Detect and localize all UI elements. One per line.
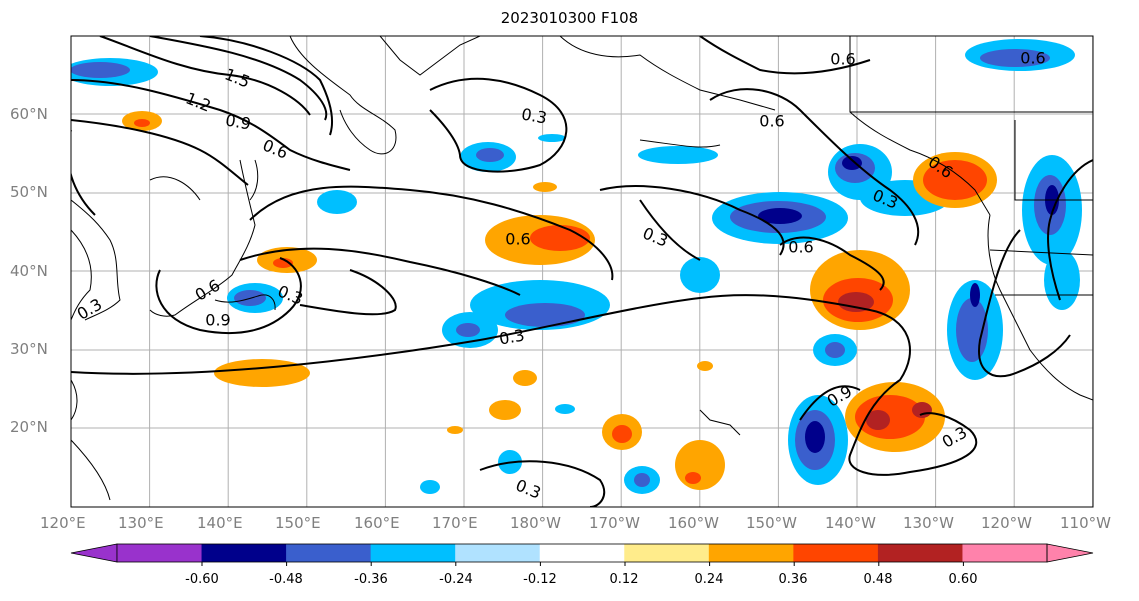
lon-label-160e: 160°E: [354, 514, 400, 532]
colorbar-segment: [962, 544, 1048, 562]
contour-label: 1.5: [222, 64, 253, 91]
lon-label-170w: 170°W: [589, 514, 640, 532]
anomaly-region: [866, 410, 890, 430]
colorbar-segment: [708, 544, 794, 562]
anomaly-region: [805, 421, 825, 453]
anomaly-region: [513, 370, 537, 386]
lat-label-20n: 20°N: [10, 418, 48, 436]
lon-label-120w: 120°W: [981, 514, 1032, 532]
anomaly-region: [634, 473, 650, 487]
lat-label-40n: 40°N: [10, 262, 48, 280]
colorbar-segment: [455, 544, 541, 562]
anomaly-region: [505, 303, 585, 327]
colorbar-tick-label: 0.36: [778, 572, 808, 587]
colorbar-segment: [286, 544, 372, 562]
colorbar-segment: [370, 544, 456, 562]
lon-label-150e: 150°E: [275, 514, 321, 532]
anomaly-region: [489, 400, 521, 420]
contour-label: 0.3: [74, 295, 106, 324]
colorbar-max-extension: [1046, 543, 1094, 563]
colorbar-segment: [539, 544, 625, 562]
contour-label: 1.2: [183, 88, 214, 115]
contour-label: 0.3: [498, 325, 526, 348]
anomaly-region: [476, 148, 504, 162]
anomaly-region: [825, 342, 845, 358]
colorbar-tick-label: -0.36: [354, 572, 388, 587]
anomaly-region: [273, 258, 293, 268]
contour-label: 0.9: [205, 311, 230, 330]
colorbar-tick-label: 0.60: [948, 572, 978, 587]
colorbar-tick-label: -0.24: [439, 572, 473, 587]
contour-label: 0.9: [224, 110, 252, 133]
contour-label: 0.3: [520, 104, 548, 127]
colorbar-tick-label: 0.12: [609, 572, 639, 587]
anomaly-region: [538, 134, 566, 142]
lon-label-120e: 120°E: [40, 514, 86, 532]
lon-label-130w: 130°W: [903, 514, 954, 532]
colorbar-segment: [877, 544, 963, 562]
anomaly-region: [456, 323, 480, 337]
anomaly-region: [71, 62, 130, 78]
anomaly-region: [214, 359, 310, 387]
anomaly-region: [842, 156, 862, 170]
anomaly-region: [447, 426, 463, 434]
anomaly-region: [680, 257, 720, 293]
plot-frame: [70, 35, 1094, 508]
map-title: 2023010300 F108: [500, 9, 639, 27]
colorbar-min-extension: [70, 543, 118, 563]
anomaly-region: [612, 425, 632, 443]
anomaly-region: [838, 292, 874, 312]
colorbar-tick-label: 0.48: [863, 572, 893, 587]
colorbar-tick-label: -0.60: [185, 572, 219, 587]
anomaly-region: [758, 208, 802, 224]
anomaly-region: [697, 361, 713, 371]
anomaly-region: [912, 402, 932, 418]
lon-label-140e: 140°E: [197, 514, 243, 532]
colorbar-segment: [793, 544, 879, 562]
lon-label-110w: 110°W: [1060, 514, 1111, 532]
lon-label-130e: 130°E: [118, 514, 164, 532]
colorbar: [70, 543, 1094, 566]
anomaly-region: [555, 404, 575, 414]
colorbar-segment: [624, 544, 710, 562]
lat-label-60n: 60°N: [10, 105, 48, 123]
contour-label: 0.6: [830, 50, 855, 69]
coastlines: [71, 36, 1093, 501]
colorbar-tick-label: -0.12: [523, 572, 557, 587]
lon-label-150w: 150°W: [746, 514, 797, 532]
contour-label: 0.3: [640, 223, 671, 250]
anomaly-region: [923, 160, 987, 200]
lat-label-50n: 50°N: [10, 183, 48, 201]
anomaly-region: [317, 190, 357, 214]
colorbar-segment: [201, 544, 287, 562]
lat-label-30n: 30°N: [10, 340, 48, 358]
anomaly-region: [685, 472, 701, 484]
contour-label: 0.6: [788, 238, 813, 257]
anomaly-region: [638, 146, 718, 164]
anomaly-region: [420, 480, 440, 494]
anomaly-region: [530, 225, 590, 251]
contour-label: 0.3: [513, 475, 544, 502]
anomaly-region: [855, 395, 925, 439]
anomaly-region: [134, 119, 150, 127]
contour-lines: [71, 36, 1093, 507]
colorbar-frame: [116, 543, 1048, 563]
contour-label: 0.6: [1020, 49, 1045, 68]
colorbar-segment: [117, 544, 203, 562]
contour-label: 0.6: [260, 135, 291, 162]
lon-label-140w: 140°W: [825, 514, 876, 532]
colorbar-tick-label: 0.24: [694, 572, 724, 587]
lon-label-160w: 160°W: [668, 514, 719, 532]
anomaly-region: [980, 49, 1050, 67]
colorbar-tick-label: -0.48: [269, 572, 303, 587]
anomaly-region: [970, 283, 980, 307]
contour-label: 0.6: [505, 230, 530, 249]
contour-label: 0.6: [759, 112, 784, 131]
anomaly-region: [533, 182, 557, 192]
anomaly-shading: [71, 39, 1082, 494]
lon-label-170e: 170°E: [432, 514, 478, 532]
anomaly-region: [675, 440, 725, 490]
lon-label-180w: 180°W: [510, 514, 561, 532]
